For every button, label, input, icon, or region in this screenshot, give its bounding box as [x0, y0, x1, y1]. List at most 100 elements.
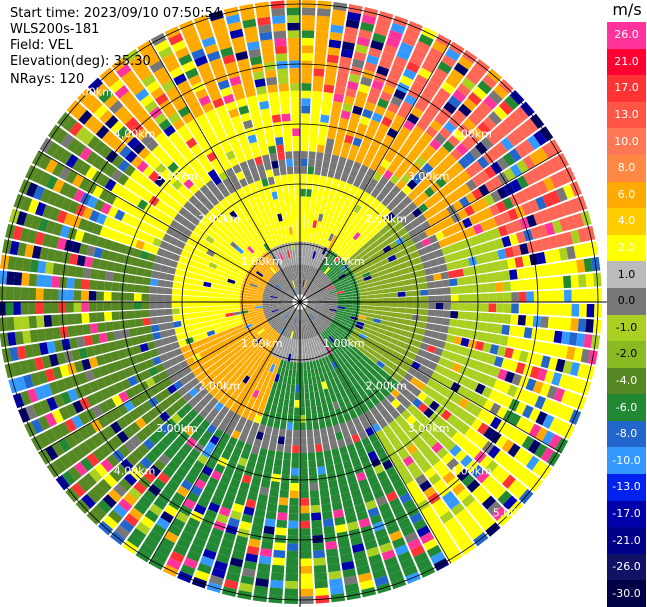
- radar-gate: [291, 289, 296, 296]
- range-ring-label: 3.00km: [408, 422, 450, 435]
- radar-gate: [394, 275, 404, 282]
- radar-gate: [337, 438, 346, 448]
- radar-gate: [218, 244, 227, 253]
- radar-gate: [247, 299, 255, 302]
- radar-gate: [210, 140, 222, 152]
- radar-gate: [160, 510, 174, 524]
- radar-gate: [59, 225, 71, 238]
- radar-gate: [518, 123, 533, 138]
- radar-gate: [255, 230, 263, 239]
- radar-gate: [180, 345, 190, 354]
- radar-gate: [180, 460, 192, 473]
- radar-gate: [447, 134, 461, 148]
- radar-gate: [370, 39, 384, 51]
- radar-gate: [199, 264, 209, 272]
- radar-gate: [306, 306, 313, 312]
- radar-gate: [395, 414, 406, 426]
- radar-gate: [252, 322, 261, 329]
- radar-gate: [350, 535, 363, 546]
- radar-gate: [232, 287, 241, 293]
- radar-gate: [119, 90, 134, 105]
- radar-gate: [348, 277, 357, 284]
- radar-gate: [453, 260, 463, 270]
- radar-gate: [109, 468, 123, 483]
- radar-gate: [318, 313, 327, 319]
- radar-gate: [300, 520, 311, 529]
- radar-gate: [433, 429, 445, 441]
- radar-gate: [214, 401, 224, 412]
- radar-gate: [479, 352, 490, 363]
- radar-gate: [77, 426, 91, 441]
- radar-gate: [328, 290, 337, 295]
- radar-gate: [236, 274, 245, 280]
- radar-gate: [310, 497, 320, 506]
- radar-gate: [243, 26, 258, 36]
- radar-gate: [29, 329, 39, 343]
- radar-gate: [431, 265, 441, 274]
- radar-gate: [183, 264, 193, 272]
- radar-gate: [400, 330, 410, 337]
- radar-gate: [314, 278, 321, 286]
- radar-gate: [516, 326, 526, 338]
- radar-gate: [316, 316, 324, 323]
- radar-gate: [289, 273, 294, 281]
- radar-gate: [373, 336, 383, 344]
- radar-gate: [401, 206, 412, 217]
- radar-gate: [312, 181, 319, 191]
- colorbar-tick-label: -26.0: [612, 560, 641, 574]
- radar-gate: [434, 132, 447, 145]
- radar-gate: [64, 418, 77, 433]
- radar-gate: [277, 213, 283, 222]
- radar-gate: [203, 341, 213, 350]
- radar-gate: [251, 223, 259, 233]
- radar-gate: [381, 315, 390, 321]
- radar-gate: [313, 549, 326, 559]
- radar-gate: [249, 330, 258, 338]
- radar-gate: [61, 470, 76, 486]
- radar-gate: [86, 452, 100, 467]
- radar-gate: [234, 423, 244, 433]
- radar-gate: [351, 286, 360, 292]
- radar-gate: [85, 345, 96, 358]
- radar-gate: [366, 313, 375, 318]
- radar-gate: [407, 150, 419, 162]
- radar-gate: [89, 120, 104, 135]
- radar-gate: [481, 475, 496, 489]
- radar-gate: [362, 532, 376, 543]
- radar-gate: [483, 399, 495, 412]
- radar-gate: [336, 271, 345, 278]
- radar-gate: [542, 193, 554, 208]
- radar-gate: [386, 211, 396, 222]
- radar-gate: [429, 119, 443, 132]
- radar-gate: [274, 314, 282, 320]
- radar-gate: [306, 281, 311, 289]
- radar-gate: [302, 7, 316, 16]
- radar-gate: [194, 307, 203, 313]
- radar-gate: [451, 393, 463, 405]
- radar-gate: [296, 354, 300, 363]
- radar-gate: [235, 277, 244, 283]
- radar-gate: [492, 261, 502, 272]
- radar-gate: [416, 558, 432, 571]
- radar-gate: [576, 259, 586, 273]
- radar-gate: [361, 375, 371, 385]
- radar-gate: [209, 302, 218, 307]
- radar-gate: [336, 71, 349, 81]
- radar-gate: [459, 229, 470, 240]
- radar-gate: [308, 313, 315, 321]
- radar-gate: [307, 173, 314, 182]
- radar-gate: [287, 353, 292, 362]
- radar-gate: [156, 287, 165, 294]
- radar-gate: [19, 360, 30, 375]
- radar-gate: [402, 564, 418, 577]
- radar-gate: [360, 302, 368, 306]
- radar-gate: [153, 66, 168, 80]
- radar-gate: [322, 265, 329, 273]
- radar-gate: [246, 377, 255, 387]
- radar-gate: [465, 71, 481, 85]
- radar-gate: [165, 322, 175, 330]
- radar-gate: [452, 161, 465, 174]
- radar-gate: [215, 248, 225, 257]
- radar-gate: [442, 140, 455, 153]
- radar-gate: [283, 337, 289, 345]
